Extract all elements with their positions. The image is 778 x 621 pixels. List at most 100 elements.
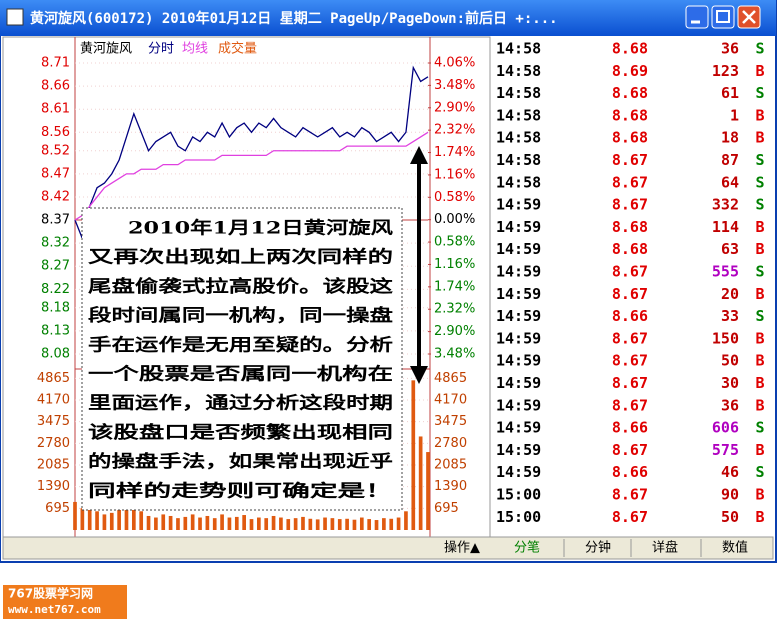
annotation-line: 又再次出现如上两次同样的	[88, 247, 393, 268]
trade-price: 8.67	[612, 263, 648, 281]
trade-time: 14:58	[496, 84, 541, 102]
y2-tick-label: 2.90%	[434, 100, 475, 115]
y-tick-label: 8.42	[41, 189, 70, 204]
trade-side: B	[755, 352, 764, 370]
volume-tick-label: 695	[45, 501, 70, 516]
trades: 14:58 8.68 36 S 14:58 8.69 123 B 14:58 8.68 61 S 14:…	[496, 40, 765, 526]
y-tick-label: 8.18	[41, 300, 70, 315]
volume-bar	[382, 518, 386, 530]
trade-price: 8.68	[612, 84, 648, 102]
volume-bar	[337, 519, 342, 530]
volume-bar	[359, 517, 364, 530]
volume-bar	[80, 508, 85, 530]
trade-time: 14:59	[496, 419, 541, 437]
volume-bar	[279, 517, 283, 530]
trade-price: 8.66	[612, 307, 648, 325]
legend-entry: 均线	[182, 42, 208, 57]
trade-price: 8.68	[612, 218, 648, 236]
trade-side: B	[755, 441, 764, 459]
y-tick-label: 8.08	[41, 347, 70, 362]
footer-bar	[2, 536, 774, 560]
trade-price: 8.67	[612, 374, 648, 392]
trade-side: S	[755, 40, 764, 58]
volume-bar	[396, 517, 401, 530]
maximize-button[interactable]	[711, 5, 735, 29]
action-button[interactable]: 操作▲	[444, 540, 480, 556]
trade-time: 14:59	[496, 463, 541, 481]
volume-tick-label: 3475	[37, 414, 70, 429]
trade-volume: 50	[721, 508, 739, 526]
trade-side: S	[755, 263, 764, 281]
volume-tick-label: 4865	[434, 371, 467, 386]
trade-volume: 555	[712, 263, 739, 281]
trade-time: 15:00	[496, 508, 541, 526]
tab[interactable]: 数值	[722, 540, 748, 556]
tab[interactable]: 分笔	[514, 540, 540, 556]
trade-price: 8.67	[612, 196, 648, 214]
volume-bar	[301, 516, 305, 530]
trade-volume: 123	[712, 62, 739, 80]
trade-time: 14:58	[496, 106, 541, 124]
volume-bar	[264, 518, 269, 530]
trade-time: 15:00	[496, 486, 541, 504]
volume-bar	[242, 515, 246, 530]
trade-volume: 36	[721, 396, 739, 414]
volume-bar	[352, 519, 357, 530]
trade-side: B	[755, 285, 764, 303]
trade-side: B	[755, 62, 764, 80]
trade-side: B	[755, 240, 764, 258]
volume-bar	[249, 519, 254, 530]
volume-tick-label: 1390	[37, 479, 70, 494]
annotation-line: 尾盘偷袭式拉高股价。该股这	[88, 276, 393, 297]
volume-tick-label: 1390	[434, 479, 467, 494]
trade-time: 14:59	[496, 263, 541, 281]
volume-bar	[139, 511, 144, 530]
trade-side: S	[755, 307, 764, 325]
y-tick-label: 8.47	[41, 166, 70, 181]
trade-volume: 1	[730, 106, 739, 124]
volume-bar	[257, 517, 261, 530]
trade-volume: 606	[712, 419, 739, 437]
y-tick-label: 8.71	[41, 56, 70, 71]
y-tick-label: 8.66	[41, 79, 70, 94]
volume-tick-label: 3475	[434, 414, 467, 429]
trade-volume: 90	[721, 486, 739, 504]
y-tick-label: 8.27	[41, 259, 70, 274]
trade-price: 8.67	[612, 151, 648, 169]
trade-time: 14:58	[496, 62, 541, 80]
trade-volume: 36	[721, 40, 739, 58]
trade-side: S	[755, 419, 764, 437]
volume-bar	[345, 518, 349, 530]
annotation-line: 里面运作，通过分析这段时期	[88, 393, 393, 414]
trade-volume: 332	[712, 196, 739, 214]
minimize-button[interactable]	[685, 5, 709, 29]
trade-volume: 30	[721, 374, 739, 392]
trade-volume: 575	[712, 441, 739, 459]
volume-tick-label: 4865	[37, 371, 70, 386]
annotation-line: 一个股票是否属同一机构在	[88, 364, 393, 385]
volume-bar	[426, 452, 430, 530]
volume-bar	[374, 520, 379, 530]
annotation-line: 手在运作是无用至疑的。分析	[88, 334, 393, 355]
annotation: 2010年1月12日黄河旋风又再次出现如上两次同样的尾盘偷袭式拉高股价。该股这段…	[88, 218, 393, 502]
volume-bar	[124, 505, 129, 530]
volume-tick-label: 2780	[37, 436, 70, 451]
annotation-line: 的操盘手法，如果常出现近乎	[88, 451, 393, 472]
volume-bar	[146, 515, 151, 530]
y-tick-label: 8.32	[41, 236, 70, 251]
tab[interactable]: 分钟	[585, 540, 611, 556]
trade-time: 14:59	[496, 240, 541, 258]
volume-bar	[161, 514, 166, 530]
volume-bar	[168, 515, 173, 530]
volume-bar	[330, 518, 335, 530]
trade-price: 8.67	[612, 173, 648, 191]
volume-bar	[102, 514, 107, 530]
volume-bar	[198, 517, 202, 530]
volume-tick-label: 2085	[37, 457, 70, 472]
trade-volume: 18	[721, 129, 739, 147]
window-title: 黄河旋风(600172) 2010年01月12日 星期二 PageUp/Page…	[30, 10, 558, 27]
volume-bar	[315, 519, 320, 530]
tab[interactable]: 详盘	[652, 540, 678, 556]
